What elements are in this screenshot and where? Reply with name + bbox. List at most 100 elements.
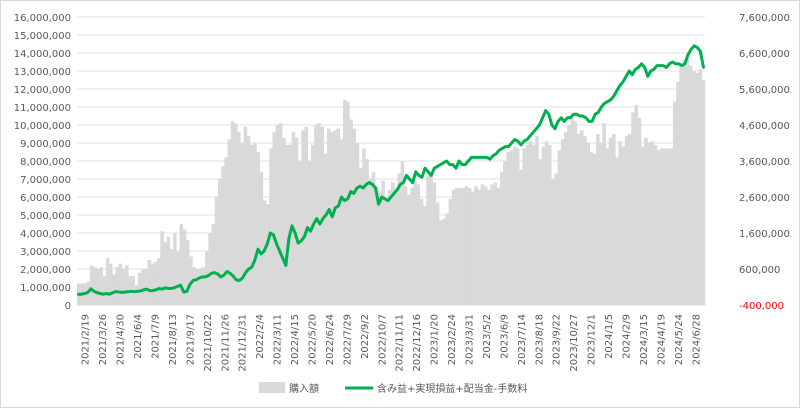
bar (503, 161, 507, 305)
bar (435, 202, 440, 305)
line-path (77, 44, 705, 296)
bar (541, 146, 546, 305)
bar (163, 242, 168, 305)
bar (336, 128, 341, 305)
bar (474, 186, 478, 305)
bar (602, 123, 606, 305)
bar (333, 130, 337, 305)
bar (102, 276, 107, 305)
bar (608, 137, 613, 305)
left-tick-label: 3,000,000 (20, 247, 71, 258)
line-series (77, 44, 705, 296)
bar (166, 236, 171, 305)
bar (147, 260, 151, 305)
bar (121, 269, 126, 305)
bar (451, 189, 456, 305)
bar (522, 148, 526, 305)
left-tick-label: 0 (65, 301, 71, 312)
bar (640, 146, 645, 305)
x-tick-label: 2021/6/4 (133, 314, 144, 359)
bar (596, 134, 600, 305)
bar (326, 128, 331, 305)
x-tick-label: 2022/3/11 (273, 314, 284, 365)
bar (499, 171, 504, 305)
bar (634, 105, 639, 305)
bar (612, 134, 616, 305)
x-tick-label: 2021/10/22 (203, 314, 214, 372)
bar (573, 121, 578, 306)
bar (189, 256, 193, 305)
bar (272, 132, 276, 305)
left-tick-label: 5,000,000 (20, 211, 71, 222)
x-tick-label: 2021/8/13 (168, 314, 179, 365)
bar (410, 188, 414, 305)
bar (653, 144, 658, 305)
left-tick-label: 2,000,000 (20, 265, 71, 276)
bar (195, 269, 200, 305)
bar (342, 99, 347, 305)
right-tick-label: 1,600,000 (739, 229, 790, 240)
bar (669, 148, 674, 305)
bar (320, 126, 325, 305)
bar (615, 157, 619, 305)
legend-swatch-bar (259, 382, 285, 393)
x-tick-label: 2023/5/2 (482, 314, 493, 359)
x-tick-label: 2022/5/20 (308, 314, 319, 365)
bar (509, 150, 514, 305)
bar (445, 213, 449, 305)
bar (355, 143, 360, 305)
bar (676, 81, 680, 305)
bar (256, 152, 260, 305)
x-tick-label: 2022/12/16 (412, 314, 423, 372)
bar (246, 135, 251, 305)
bar (698, 69, 703, 305)
bar (458, 188, 462, 305)
x-tick-label: 2022/10/7 (377, 314, 388, 365)
bar (211, 224, 216, 305)
legend-label-line: 含み益+実現損益+配当金-手数料 (377, 382, 527, 395)
bar (535, 135, 539, 305)
bar (294, 137, 299, 305)
bar (160, 231, 164, 305)
right-axis-tick-labels: -400,000 600,000 1,600,000 2,600,000 3,600,0… (739, 13, 790, 312)
bar (317, 123, 321, 305)
x-tick-label: 2024/4/19 (656, 314, 667, 365)
bar (467, 188, 472, 305)
bar (259, 171, 264, 305)
left-tick-label: 15,000,000 (14, 31, 71, 42)
bar (346, 101, 350, 305)
bar (173, 233, 177, 305)
bar (224, 157, 228, 305)
bar (384, 200, 389, 305)
bar (298, 161, 302, 305)
bar (169, 249, 174, 305)
left-tick-label: 7,000,000 (20, 175, 71, 186)
bar (660, 148, 664, 305)
bar (243, 126, 248, 305)
bar (278, 123, 283, 305)
bar (487, 189, 491, 305)
bar (650, 141, 655, 305)
x-tick-label: 2024/5/24 (674, 314, 685, 365)
bar (528, 141, 533, 305)
bar (179, 224, 184, 305)
bar (307, 161, 312, 305)
bar (544, 141, 549, 305)
left-tick-label: 8,000,000 (20, 157, 71, 168)
bar (182, 229, 187, 305)
bar (519, 170, 523, 305)
bar (525, 144, 530, 305)
bar (301, 130, 305, 305)
x-tick-label: 2021/9/17 (185, 314, 196, 365)
bar (576, 134, 581, 305)
x-tick-label: 2021/11/26 (220, 314, 231, 372)
x-tick-label: 2021/4/30 (116, 314, 127, 365)
bar (679, 63, 683, 305)
bar (250, 144, 254, 305)
bar-series (77, 58, 706, 306)
bar (448, 198, 453, 305)
x-tick-label: 2023/2/24 (447, 314, 458, 365)
bar (647, 143, 651, 305)
bar (109, 263, 113, 305)
bar (416, 184, 421, 305)
